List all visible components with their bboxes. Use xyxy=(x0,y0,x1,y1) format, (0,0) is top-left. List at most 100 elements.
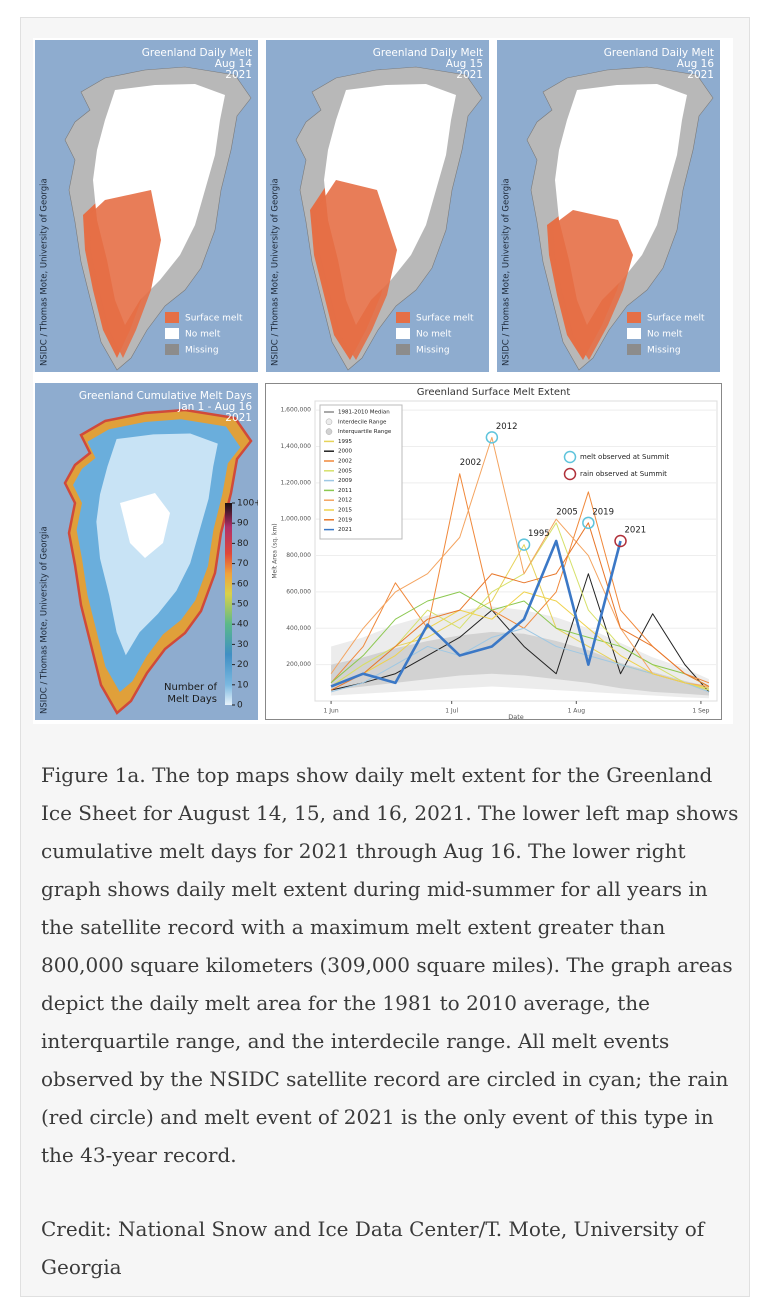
event-circle xyxy=(517,538,531,551)
legend-label: Surface melt xyxy=(416,314,474,324)
colorbar-tick-label: 40 xyxy=(237,620,249,630)
x-tick-label: 1 Aug xyxy=(568,708,586,715)
melt-area xyxy=(553,210,633,360)
colorbar-tick-label: 60 xyxy=(237,579,249,589)
event-circle xyxy=(485,431,499,444)
legend-swatch xyxy=(325,418,333,426)
legend-label: 2021 xyxy=(338,527,352,533)
panel: Greenland Surface Melt Extent 200,000 400,… xyxy=(265,383,722,720)
legend-label: 2011 xyxy=(338,488,352,494)
legend-label: No melt xyxy=(185,330,221,340)
map-year: 2021 xyxy=(687,69,714,81)
map-year: 2021 xyxy=(225,69,252,81)
colorbar-label: Number of xyxy=(164,682,217,693)
legend-label: 2002 xyxy=(338,459,352,465)
legend-circle xyxy=(563,467,577,481)
legend-label: 2015 xyxy=(338,508,352,514)
x-tick-label: 1 Sep xyxy=(692,708,709,715)
map-credit: NSIDC / Thomas Mote, University of Georg… xyxy=(271,178,281,366)
legend-label: 2012 xyxy=(338,498,352,504)
colorbar-tick-label: 30 xyxy=(237,640,249,650)
legend-swatch xyxy=(165,312,179,323)
map-year: 2021 xyxy=(456,69,483,81)
legend-swatch xyxy=(165,328,179,339)
legend-swatch xyxy=(396,344,410,355)
credit: Credit: National Snow and Ice Data Cente… xyxy=(41,1217,705,1279)
y-tick-label: 800,000 xyxy=(286,552,311,559)
annotation-label: 2019 xyxy=(592,507,614,517)
map-year: 2021 xyxy=(225,412,252,424)
legend-label: Surface melt xyxy=(185,314,243,324)
legend-label: rain observed at Summit xyxy=(580,470,667,478)
figure-frame: Greenland Daily Melt Aug 14 2021 NSIDC / Th… xyxy=(20,17,750,1297)
x-tick-label: 1 Jun xyxy=(324,708,339,715)
y-axis-label: Melt Area (sq. km) xyxy=(272,523,279,578)
map-date: Aug 16 xyxy=(677,58,715,70)
legend-swatch xyxy=(325,428,333,435)
y-tick-label: 400,000 xyxy=(286,625,311,632)
legend-swatch xyxy=(627,344,641,355)
event-circle xyxy=(614,534,627,548)
legend-label: 1995 xyxy=(338,439,352,445)
series-line xyxy=(330,539,622,688)
legend-swatch xyxy=(396,312,410,323)
legend-label: 1981-2010 Median xyxy=(338,410,390,416)
caption: Figure 1a. The top maps show daily melt … xyxy=(41,763,739,1167)
colorbar-tick-label: 90 xyxy=(237,519,249,529)
melt-area xyxy=(316,180,397,360)
legend-label: No melt xyxy=(416,330,452,340)
legend-swatch xyxy=(165,344,179,355)
annotation-label: 2005 xyxy=(556,507,578,517)
chart-title: Greenland Surface Melt Extent xyxy=(417,387,571,398)
annotation-label: 1995 xyxy=(528,529,550,539)
map-date: Jan 1 - Aug 16 xyxy=(177,401,252,413)
legend-label: Missing xyxy=(647,346,681,356)
legend-label: melt observed at Summit xyxy=(580,453,669,461)
map-title: Greenland Daily Melt xyxy=(142,47,252,59)
legend-label: 2005 xyxy=(338,468,352,474)
colorbar-tick-label: 10 xyxy=(237,680,249,690)
x-axis-label: Date xyxy=(508,713,524,720)
legend-swatch xyxy=(627,328,641,339)
legend-label: Interdecile Range xyxy=(338,419,387,425)
legend-label: Missing xyxy=(416,346,450,356)
event-circle xyxy=(582,516,595,530)
colorbar-label: Melt Days xyxy=(167,694,217,705)
annotation-label: 2002 xyxy=(460,458,482,468)
map-title: Greenland Daily Melt xyxy=(604,47,714,59)
y-tick-label: 1,000,000 xyxy=(280,516,311,523)
map-credit: NSIDC / Thomas Mote, University of Georg… xyxy=(40,178,50,366)
plot-area xyxy=(314,400,718,702)
legend-label: 2009 xyxy=(338,478,352,484)
legend-label: Missing xyxy=(185,346,219,356)
series-line xyxy=(330,591,710,687)
legend-label: 2019 xyxy=(338,517,352,523)
colorbar xyxy=(225,503,232,705)
legend-swatch xyxy=(627,312,641,323)
legend-swatch xyxy=(396,328,410,339)
map-credit: NSIDC / Thomas Mote, University of Georg… xyxy=(40,526,50,714)
series-line xyxy=(330,573,710,693)
legend-box xyxy=(319,404,403,540)
legend-label: 2000 xyxy=(338,449,352,455)
y-tick-label: 1,400,000 xyxy=(280,443,311,450)
map-title: Greenland Daily Melt xyxy=(373,47,483,59)
figure: Greenland Daily Melt Aug 14 2021 NSIDC / Th… xyxy=(33,38,733,724)
y-tick-label: 600,000 xyxy=(286,588,311,595)
colorbar-tick-label: 70 xyxy=(237,559,249,569)
colorbar-tick-label: 20 xyxy=(237,660,249,670)
colorbar-tick-label: 80 xyxy=(237,539,249,549)
colorbar-tick-label: 0 xyxy=(237,701,243,711)
map-title: Greenland Cumulative Melt Days xyxy=(79,390,252,402)
x-tick-label: 1 Jul xyxy=(445,708,458,715)
series-line xyxy=(330,591,710,689)
map-date: Aug 15 xyxy=(446,58,483,70)
colorbar-tick-label: 50 xyxy=(237,600,249,610)
series-line xyxy=(330,522,710,691)
legend-circle xyxy=(563,450,577,464)
